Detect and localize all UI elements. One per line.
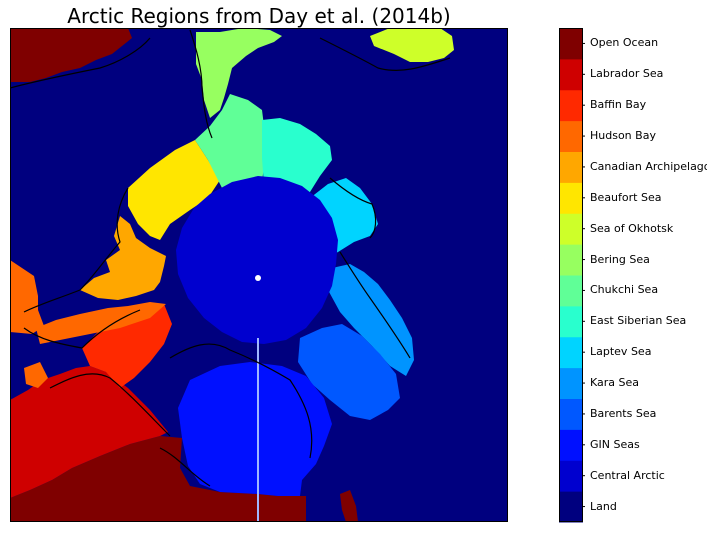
region-hudson-bay [10, 260, 44, 334]
colorbar-label: Sea of Okhotsk [590, 221, 674, 235]
colorbar-label: GIN Seas [590, 437, 640, 451]
colorbar-label: Barents Sea [590, 406, 657, 420]
region-chukchi-sea [195, 94, 264, 188]
north-pole-marker [255, 275, 261, 281]
colorbar-swatch [559, 120, 583, 152]
region-central-arctic [176, 176, 338, 344]
colorbar-swatch [559, 305, 583, 338]
colorbar-label: Baffin Bay [590, 98, 647, 112]
colorbar-label: Hudson Bay [590, 129, 656, 143]
colorbar-swatch [559, 182, 583, 214]
colorbar-label: East Siberian Sea [590, 314, 687, 328]
colorbar-label: Laptev Sea [590, 345, 652, 359]
colorbar-label: Bering Sea [590, 252, 650, 266]
colorbar-swatch [559, 213, 583, 245]
colorbar-swatch [559, 491, 583, 523]
colorbar-swatch [559, 28, 583, 60]
region-baffin-bay [82, 304, 172, 388]
colorbar-label: Kara Sea [590, 376, 640, 390]
colorbar-swatch [559, 151, 583, 183]
colorbar-swatch [559, 429, 583, 461]
arctic-region-map [10, 28, 508, 522]
region-bering-sea [196, 28, 282, 118]
colorbar-label: Labrador Sea [590, 67, 664, 81]
region-open-ocean-south [10, 436, 306, 522]
colorbar-label: Central Arctic [590, 468, 665, 482]
region-colorbar [559, 28, 585, 523]
colorbar-swatch [559, 89, 583, 122]
region-canadian-archipelago [80, 216, 166, 300]
colorbar-label: Open Ocean [590, 36, 659, 50]
colorbar-label: Beaufort Sea [590, 190, 662, 204]
region-hudson-bay-patch [24, 362, 48, 388]
colorbar-swatch [559, 336, 583, 369]
colorbar-swatch [559, 398, 583, 430]
colorbar-label: Chukchi Sea [590, 283, 659, 297]
region-beaufort-sea [128, 140, 220, 240]
colorbar-label: Canadian Archipelago [590, 159, 707, 173]
region-labrador-sea [10, 366, 168, 498]
region-sea-of-okhotsk [370, 28, 454, 62]
region-kara-sea [328, 264, 414, 376]
colorbar-swatch [559, 460, 583, 492]
region-gin-seas [178, 362, 332, 496]
colorbar-swatch [559, 367, 583, 399]
colorbar-swatch [559, 58, 583, 91]
region-open-ocean-southeast-patch [340, 490, 358, 522]
colorbar-swatch [559, 275, 583, 307]
region-open-ocean-northwest [10, 28, 132, 82]
region-barents-sea [298, 324, 400, 420]
colorbar-swatch [559, 244, 583, 276]
colorbar-label: Land [590, 499, 617, 513]
map-title: Arctic Regions from Day et al. (2014b) [67, 4, 451, 28]
coastlines [10, 29, 451, 487]
